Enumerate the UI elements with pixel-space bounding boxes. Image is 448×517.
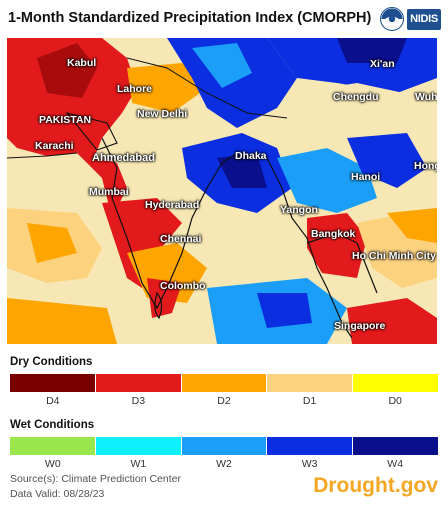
dry-region-south-china-sea (387, 208, 437, 243)
city-label-colombo: Colombo (160, 280, 206, 292)
dry-region-south (127, 243, 207, 303)
city-label-bangkok: Bangkok (311, 228, 356, 240)
border-pakistan (65, 112, 118, 151)
map-canvas (7, 38, 437, 344)
legend-swatch-d4 (10, 374, 96, 392)
legend-swatch-d3 (95, 374, 182, 392)
dry-region-sri-lanka (147, 278, 182, 318)
wet-region-bay-core (217, 153, 267, 188)
legend-swatch-d2 (181, 374, 268, 392)
dry-region-core (37, 43, 97, 98)
border-west (7, 152, 78, 159)
legend-swatch-w0 (10, 437, 96, 455)
dry-region-deccan (102, 198, 182, 288)
city-label-karachi: Karachi (35, 140, 74, 152)
wet-conditions-heading: Wet Conditions (10, 419, 95, 431)
nidis-logo-text: NIDIS (410, 13, 438, 25)
city-label-new-delhi: New Delhi (137, 108, 188, 120)
city-label-xian: Xi'an (370, 58, 395, 70)
coastline-southeast-asia (266, 157, 353, 339)
wet-region-himalaya-edge (192, 43, 252, 88)
legend-label-d1: D1 (302, 395, 317, 407)
dry-region-southwest (7, 298, 117, 344)
city-label-wuhan: Wuhan (415, 91, 437, 103)
city-label-ahmedabad: Ahmedabad (92, 152, 155, 164)
header: 1-Month Standardized Precipitation Index… (0, 0, 448, 38)
city-label-chengdu: Chengdu (333, 91, 379, 103)
source-text: Source(s): Climate Prediction Center (10, 473, 181, 485)
city-label-mumbai: Mumbai (89, 186, 129, 198)
wet-region-south-china (347, 133, 427, 188)
legend-swatch-w3 (267, 437, 354, 455)
city-label-hyderabad: Hyderabad (145, 199, 200, 211)
legend-label-w3: W3 (301, 458, 318, 470)
dry-region-pakistan (7, 38, 137, 163)
wet-region-china-core (337, 38, 407, 63)
dry-region-indonesia (347, 298, 437, 344)
dry-legend-labels: D4 D3 D2 D1 D0 (10, 395, 438, 407)
noaa-logo-icon[interactable] (380, 7, 404, 31)
map-title: 1-Month Standardized Precipitation Index… (8, 10, 372, 26)
legend-label-w1: W1 (130, 458, 147, 470)
legend-label-d4: D4 (46, 395, 60, 407)
legend-swatch-w4 (353, 437, 438, 455)
city-label-kabul: Kabul (67, 57, 97, 69)
legend-label-d3: D3 (131, 395, 146, 407)
city-label-ho-chi-minh: Ho Chi Minh City (352, 250, 436, 262)
city-label-hong: Hong (414, 160, 437, 172)
wet-region-myanmar (277, 148, 377, 213)
city-label-lahore: Lahore (117, 83, 153, 95)
city-label-singapore: Singapore (334, 320, 386, 332)
dry-conditions-heading: Dry Conditions (10, 356, 93, 368)
wet-region-ocean-core (257, 293, 312, 328)
dry-region-gujarat (77, 153, 127, 218)
legend-label-d2: D2 (217, 395, 231, 407)
dry-legend-bar (10, 374, 438, 392)
legend-swatch-w2 (181, 437, 268, 455)
spi-map: Kabul Xi'an Lahore Chengdu Wuhan PAKISTA… (7, 38, 437, 344)
wet-legend-bar (10, 437, 438, 455)
city-label-dhaka: Dhaka (235, 150, 267, 162)
city-label-yangon: Yangon (280, 204, 318, 216)
nidis-logo[interactable]: NIDIS (407, 9, 441, 30)
country-label-pakistan: PAKISTAN (39, 114, 92, 126)
dry-region-thailand (307, 213, 367, 278)
border-himalaya (126, 57, 288, 119)
legend-label-w4: W4 (387, 458, 404, 470)
legend-swatch-d1 (267, 374, 354, 392)
legend-swatch-w1 (95, 437, 182, 455)
dry-region-sea-core (27, 223, 77, 263)
legend-label-d0: D0 (388, 395, 402, 407)
drought-gov-link[interactable]: Drought.gov (313, 474, 438, 497)
city-label-hanoi: Hanoi (351, 171, 381, 183)
legend-label-w2: W2 (216, 458, 232, 470)
neutral-region-china (292, 83, 437, 148)
coastline-sri-lanka (154, 291, 163, 320)
dry-region-punjab (127, 63, 207, 113)
coastline-india (101, 137, 238, 310)
city-label-chennai: Chennai (160, 233, 202, 245)
legend-swatch-d0 (353, 374, 438, 392)
wet-legend-labels: W0 W1 W2 W3 W4 (10, 458, 438, 470)
data-valid-text: Data Valid: 08/28/23 (10, 488, 105, 500)
coastline-indochina (306, 232, 378, 294)
legend-label-w0: W0 (44, 458, 61, 470)
